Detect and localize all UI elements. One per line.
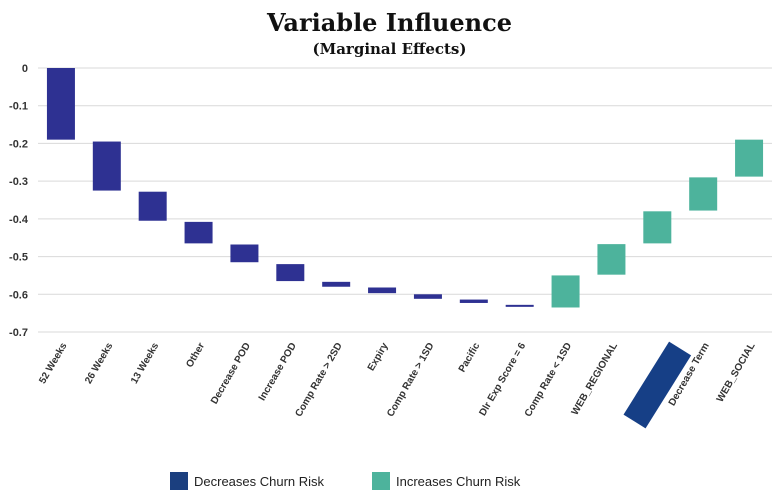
- x-tick-label: Comp Rate > 1SD: [385, 341, 436, 419]
- x-tick-label: Decrease POD: [209, 341, 253, 406]
- bar-decrease: [230, 244, 259, 263]
- bar-decrease: [459, 299, 488, 303]
- legend-item-increase: Increases Churn Risk: [372, 472, 520, 490]
- bar-increase: [643, 211, 672, 244]
- x-tick-label: Comp Rate < 1SD: [523, 341, 574, 419]
- bars: [46, 68, 764, 308]
- bar-decrease: [184, 221, 213, 244]
- bar-decrease: [138, 191, 167, 221]
- bar-increase: [735, 139, 764, 177]
- bar-increase: [551, 275, 580, 308]
- x-tick-label: 26 Weeks: [83, 341, 115, 386]
- x-tick-label: 13 Weeks: [129, 341, 161, 386]
- legend-swatch-decrease: [170, 472, 188, 490]
- x-tick-label: Pacific: [457, 341, 483, 375]
- x-tick-label: Increase POD: [257, 341, 299, 403]
- x-tick-label: Comp Rate > 2SD: [293, 341, 344, 419]
- bar-decrease: [505, 304, 534, 307]
- x-tick-label: Expiry: [366, 341, 391, 373]
- x-tick-label: 52 Weeks: [37, 341, 69, 386]
- bar-decrease: [276, 264, 305, 282]
- highlight-block: [623, 341, 692, 429]
- legend: Decreases Churn Risk Increases Churn Ris…: [0, 472, 779, 494]
- x-tick-label: WEB_REGIONAL: [570, 341, 620, 417]
- chart-title: Variable Influence: [267, 8, 512, 37]
- chart-subtitle: (Marginal Effects): [312, 40, 467, 58]
- x-tick-label: WEB_SOCIAL: [715, 341, 758, 404]
- legend-item-decrease: Decreases Churn Risk: [170, 472, 324, 490]
- bar-decrease: [46, 68, 75, 140]
- bar-decrease: [413, 294, 442, 299]
- y-tick-label: -0.4: [9, 214, 29, 226]
- bar-decrease: [368, 287, 397, 294]
- y-tick-label: -0.2: [9, 138, 28, 150]
- bar-decrease: [322, 281, 351, 287]
- bar-decrease: [92, 141, 121, 191]
- y-tick-label: -0.1: [9, 101, 28, 113]
- y-tick-label: -0.5: [9, 252, 28, 264]
- y-axis-ticks: 0 -0.1 -0.2 -0.3 -0.4 -0.5 -0.6 -0.7: [9, 63, 29, 339]
- y-tick-label: -0.3: [9, 176, 28, 188]
- x-tick-label: Dlr Exp Score = 6: [477, 341, 528, 418]
- y-tick-label: -0.7: [9, 327, 28, 339]
- legend-label-increase: Increases Churn Risk: [396, 473, 521, 489]
- waterfall-chart: 0 -0.1 -0.2 -0.3 -0.4 -0.5 -0.6 -0.7 52 Weeks 26…: [9, 63, 772, 429]
- x-tick-label: Other: [184, 341, 207, 370]
- bar-increase: [597, 244, 626, 275]
- legend-label-decrease: Decreases Churn Risk: [194, 473, 325, 489]
- y-tick-label: -0.6: [9, 289, 28, 301]
- overlay: [623, 341, 692, 429]
- y-tick-label: 0: [22, 63, 28, 75]
- bar-increase: [689, 177, 718, 211]
- legend-swatch-increase: [372, 472, 390, 490]
